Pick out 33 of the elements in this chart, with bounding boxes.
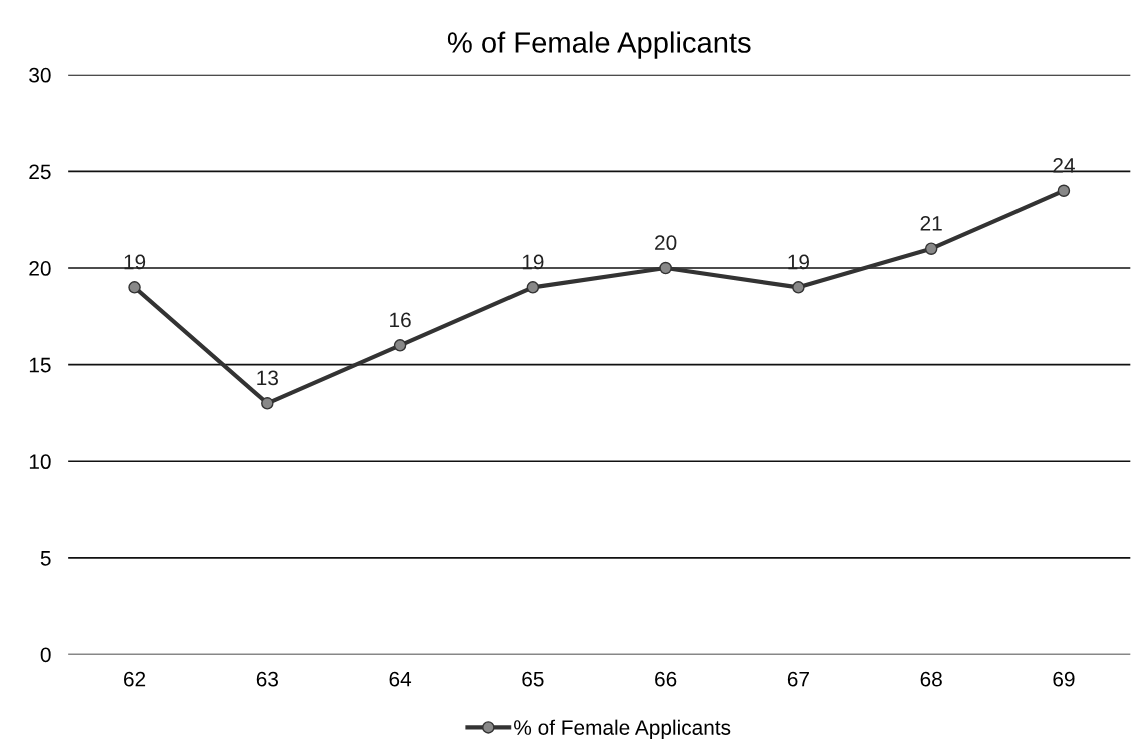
point <box>659 261 672 275</box>
y-tick-label: 10 <box>29 454 51 470</box>
point <box>792 281 805 294</box>
x-tick-label: 66 <box>655 671 677 687</box>
data-label: 16 <box>390 312 411 328</box>
data-label: 20 <box>655 235 677 251</box>
x-tick-label: 65 <box>522 671 544 687</box>
point <box>261 397 274 410</box>
data-label: 13 <box>257 370 278 386</box>
x-tick-label: 62 <box>124 671 146 687</box>
point <box>1057 184 1071 197</box>
y-tick-label: 20 <box>29 261 51 276</box>
x-tick-label: 63 <box>256 671 278 687</box>
y-tick-label: 25 <box>29 164 51 180</box>
data-label: 19 <box>522 254 544 270</box>
data-label: 19 <box>124 254 146 270</box>
x-tick-label: 69 <box>1053 671 1075 687</box>
y-tick-label: 5 <box>40 551 51 566</box>
y-tick-label: 0 <box>40 647 51 663</box>
x-tick-label: 68 <box>920 671 942 687</box>
data-label: 19 <box>788 254 809 270</box>
x-tick-label: 64 <box>389 671 412 687</box>
data-label: 24 <box>1053 157 1075 173</box>
point <box>393 339 407 352</box>
x-tick-label: 67 <box>787 671 809 687</box>
point <box>128 281 141 294</box>
legend-label: % of Female Applicants <box>514 719 731 740</box>
y-tick-label: 15 <box>29 357 51 373</box>
point <box>526 281 540 294</box>
data-label: 21 <box>920 215 942 231</box>
chart-title: % of Female Applicants <box>447 31 751 59</box>
point <box>924 242 938 255</box>
y-tick-label: 30 <box>29 67 51 83</box>
